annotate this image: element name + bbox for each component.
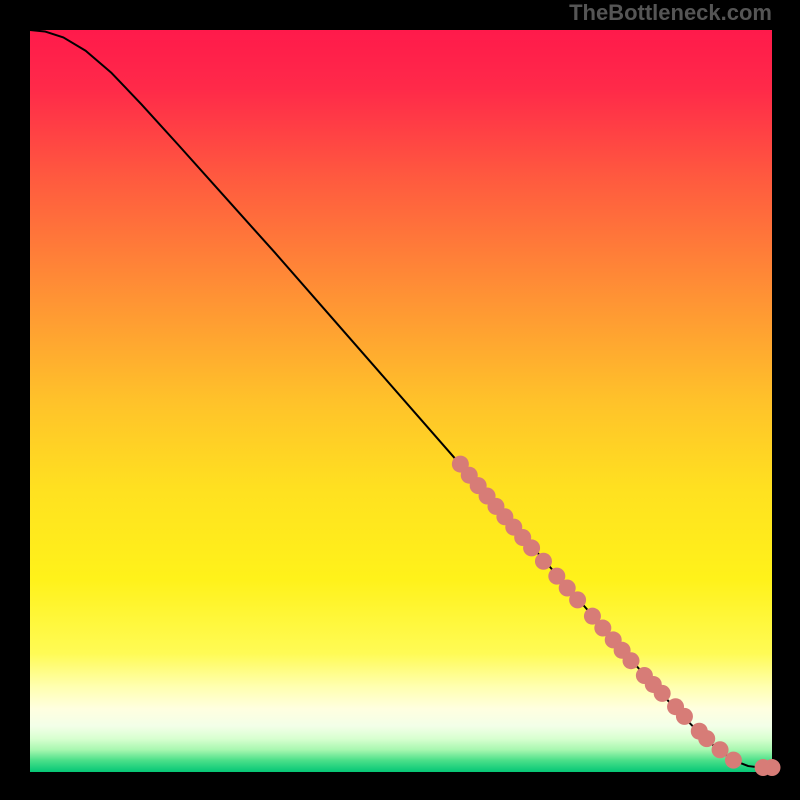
plot-background	[30, 30, 772, 772]
data-point	[654, 685, 671, 702]
data-point	[569, 591, 586, 608]
data-point	[676, 708, 693, 725]
chart-svg	[0, 0, 800, 800]
data-point	[725, 752, 742, 769]
data-point	[523, 539, 540, 556]
data-point	[535, 553, 552, 570]
data-point	[623, 652, 640, 669]
watermark-text: TheBottleneck.com	[569, 0, 772, 26]
data-point	[712, 741, 729, 758]
bottleneck-chart: TheBottleneck.com	[0, 0, 800, 800]
data-point	[764, 759, 781, 776]
data-point	[698, 730, 715, 747]
